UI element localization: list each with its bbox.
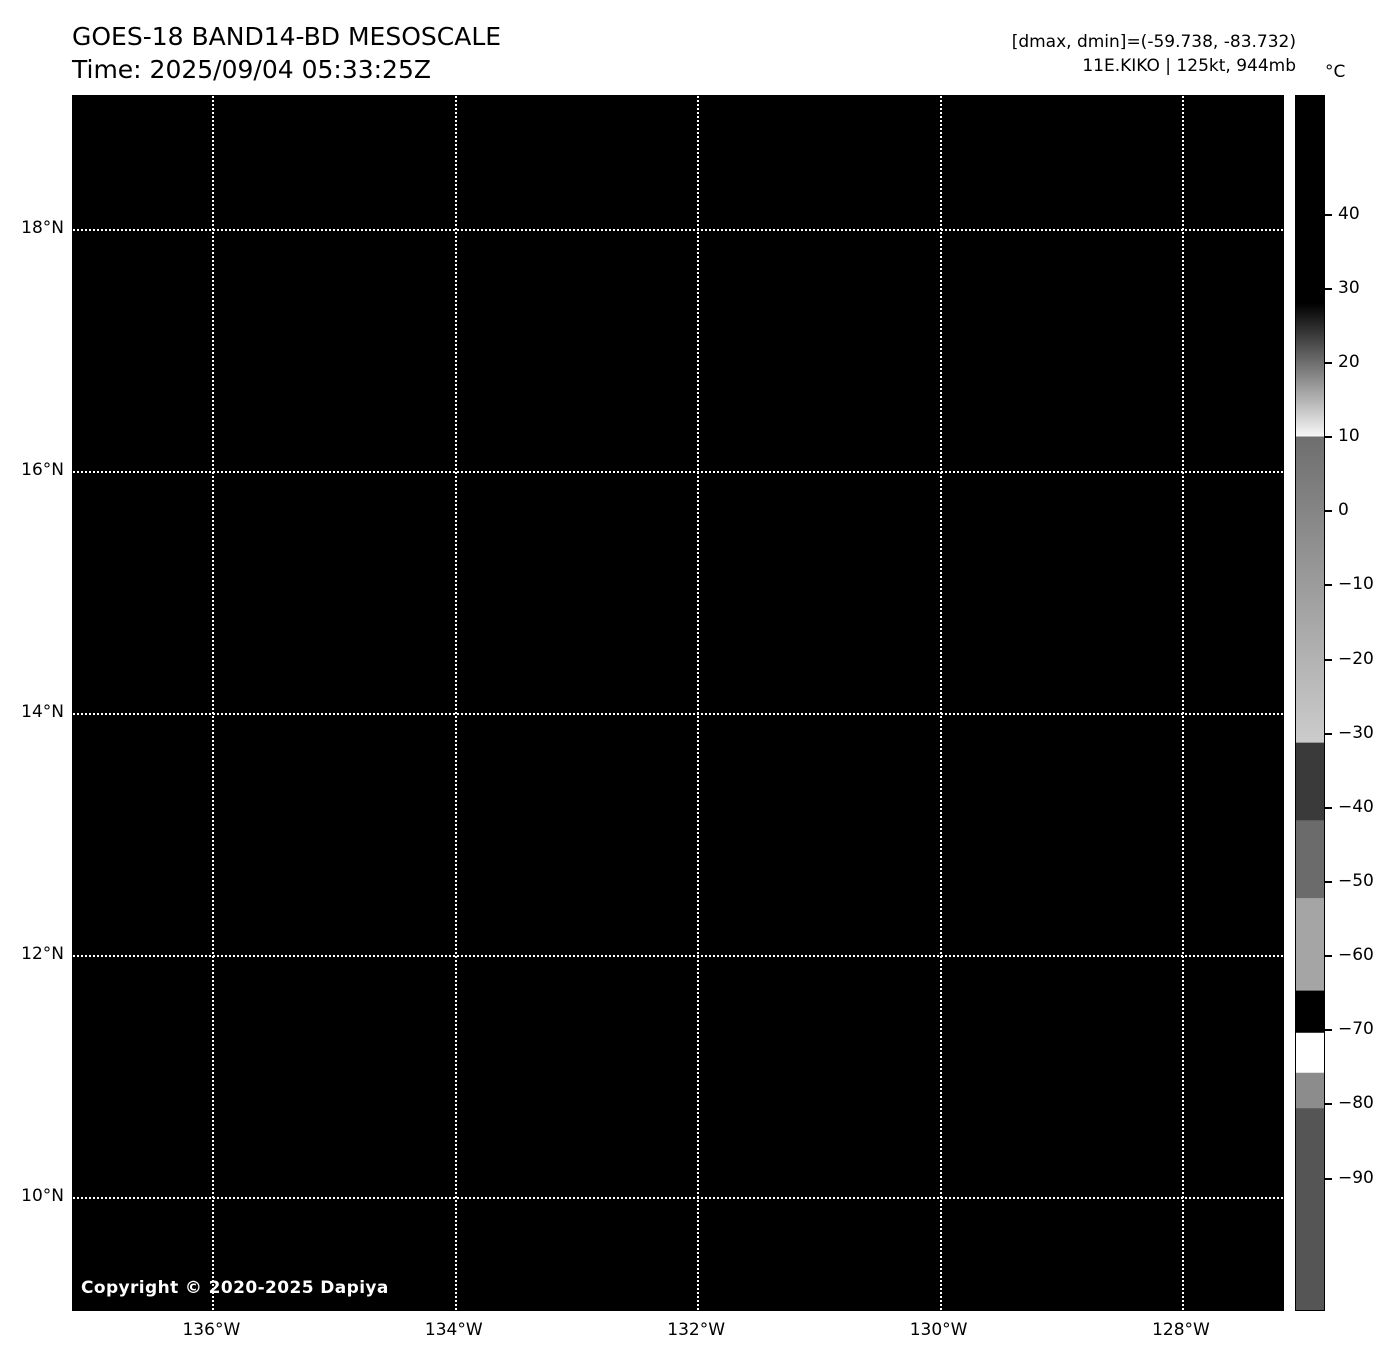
colorbar-tick-mark: [1325, 955, 1332, 958]
colorbar-tick-label: −40: [1338, 796, 1374, 817]
colorbar-tick-label: −20: [1338, 648, 1374, 669]
colorbar-tick-mark: [1325, 732, 1332, 735]
page-timestamp: Time: 2025/09/04 05:33:25Z: [72, 55, 431, 84]
colorbar-tick-label: 10: [1338, 426, 1360, 447]
colorbar-tick-mark: [1325, 436, 1332, 439]
colorbar-tick-mark: [1325, 213, 1332, 216]
longitude-tick-label: 134°W: [424, 1320, 483, 1340]
storm-info-label: 11E.KIKO | 125kt, 944mb: [1082, 56, 1296, 76]
colorbar-tick-label: 20: [1338, 351, 1360, 372]
colorbar-tick-label: −70: [1338, 1019, 1374, 1040]
colorbar-tick-label: −80: [1338, 1093, 1374, 1114]
copyright-label: Copyright © 2020-2025 Dapiya: [81, 1278, 389, 1298]
colorbar-gradient: [1296, 96, 1324, 1310]
colorbar-tick-mark: [1325, 1103, 1332, 1106]
latitude-tick-label: 14°N: [21, 702, 64, 723]
colorbar-tick-label: 40: [1338, 203, 1360, 224]
page-title: GOES-18 BAND14-BD MESOSCALE: [72, 22, 502, 51]
latitude-tick-label: 12°N: [21, 944, 64, 965]
colorbar-tick-mark: [1325, 806, 1332, 809]
longitude-tick-label: 136°W: [182, 1320, 241, 1340]
colorbar-tick-label: 0: [1338, 500, 1349, 521]
latitude-tick-label: 16°N: [21, 460, 64, 481]
colorbar-tick-mark: [1325, 658, 1332, 661]
longitude-tick-label: 128°W: [1152, 1320, 1210, 1340]
colorbar-tick-mark: [1325, 584, 1332, 587]
colorbar-tick-mark: [1325, 880, 1332, 883]
colorbar-tick-label: 30: [1338, 277, 1360, 298]
page-title-block: GOES-18 BAND14-BD MESOSCALE Time: 2025/0…: [72, 20, 501, 86]
colorbar-unit-label: °C: [1325, 62, 1346, 82]
colorbar-tick-mark: [1325, 1029, 1332, 1032]
colorbar-tick-label: −90: [1338, 1167, 1374, 1188]
metadata-block: [dmax, dmin]=(-59.738, -83.732) 11E.KIKO…: [1012, 30, 1296, 78]
satellite-image: [73, 96, 1283, 1310]
colorbar[interactable]: [1295, 95, 1325, 1311]
colorbar-tick-label: −50: [1338, 870, 1374, 891]
satellite-map[interactable]: Copyright © 2020-2025 Dapiya: [72, 95, 1284, 1311]
latitude-tick-label: 10°N: [21, 1186, 64, 1207]
longitude-tick-label: 132°W: [667, 1320, 726, 1340]
longitude-tick-label: 130°W: [909, 1320, 968, 1340]
colorbar-tick-label: −60: [1338, 945, 1374, 966]
colorbar-tick-mark: [1325, 287, 1332, 290]
colorbar-tick-mark: [1325, 510, 1332, 513]
dmax-dmin-label: [dmax, dmin]=(-59.738, -83.732): [1011, 32, 1296, 52]
colorbar-tick-label: −10: [1338, 574, 1374, 595]
colorbar-tick-mark: [1325, 1177, 1332, 1180]
latitude-tick-label: 18°N: [21, 218, 64, 239]
colorbar-tick-label: −30: [1338, 722, 1374, 743]
colorbar-tick-mark: [1325, 361, 1332, 364]
